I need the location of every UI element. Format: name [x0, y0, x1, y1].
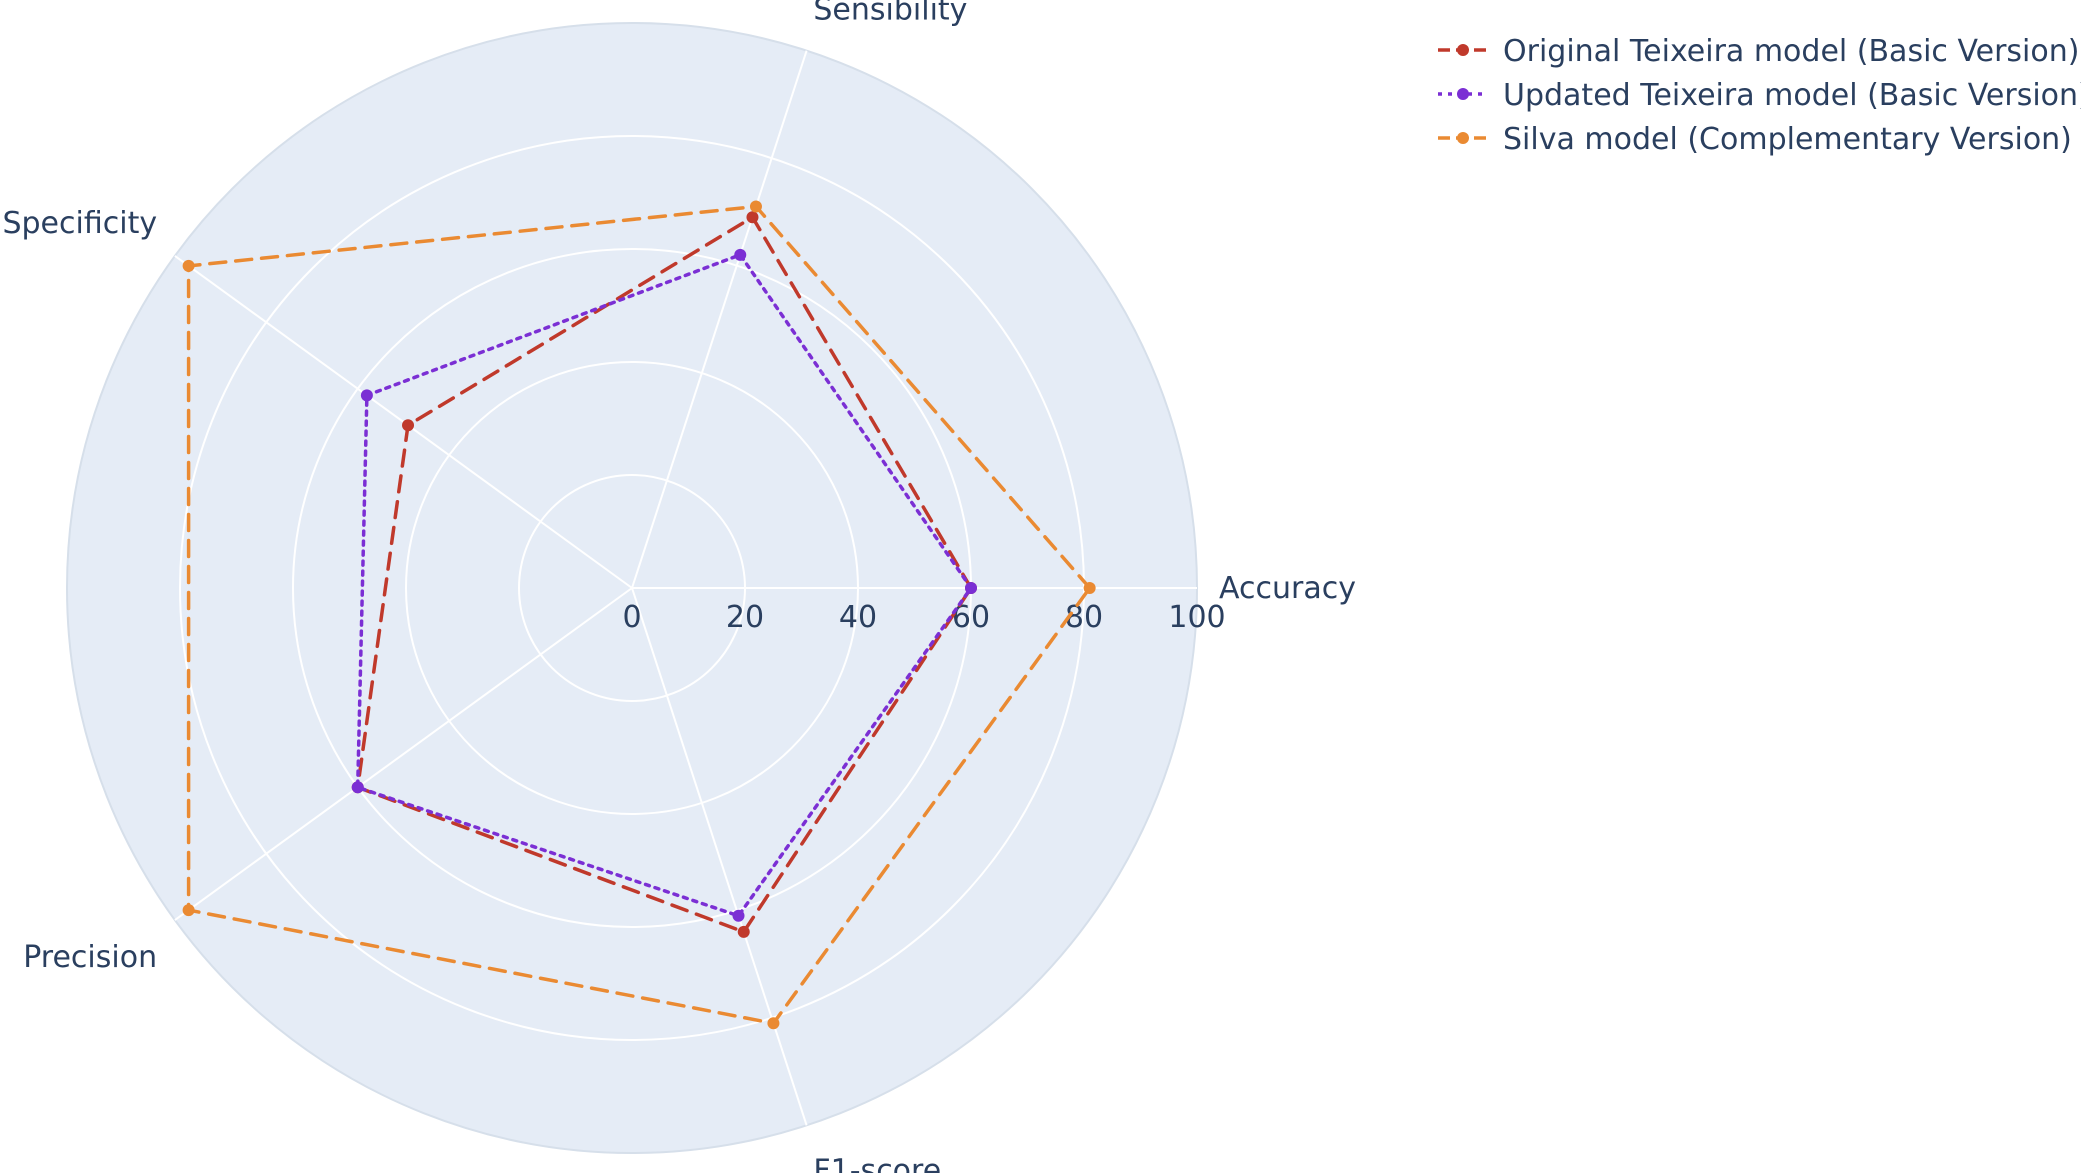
- series-line-0: [355, 214, 974, 935]
- radial-tick-label: 0: [622, 600, 641, 635]
- axis-label-f1-score: F1-score: [813, 1153, 941, 1173]
- legend-entry-label: Silva model (Complementary Version): [1503, 122, 2072, 157]
- axis-label-precision: Precision: [23, 940, 157, 975]
- axis-spoke: [631, 50, 808, 589]
- data-point: [732, 909, 745, 922]
- data-point: [351, 781, 364, 794]
- radial-tick-label: 20: [726, 600, 764, 635]
- data-point: [182, 904, 195, 917]
- axis-spoke: [631, 587, 808, 1126]
- legend-entry-label: Updated Teixeira model (Basic Version): [1503, 78, 2081, 113]
- legend-swatch-marker: [1457, 44, 1469, 56]
- data-point: [402, 419, 415, 432]
- data-point: [734, 248, 747, 261]
- data-point: [746, 211, 759, 224]
- legend-swatch-marker: [1457, 88, 1469, 100]
- data-point: [767, 1017, 780, 1030]
- radial-tick-label: 100: [1168, 600, 1225, 635]
- legend-entry-label: Original Teixeira model (Basic Version): [1503, 34, 2079, 69]
- axis-spoke: [174, 587, 633, 921]
- series-line-1: [355, 252, 974, 918]
- radial-tick-label: 80: [1065, 600, 1103, 635]
- radial-tick-label: 40: [839, 600, 877, 635]
- data-point: [965, 582, 977, 594]
- series-line-2: [186, 204, 1092, 1026]
- legend: Original Teixeira model (Basic Version) U…: [1438, 34, 2081, 157]
- data-point: [1083, 582, 1096, 594]
- legend-swatch-marker: [1457, 132, 1469, 144]
- data-point: [182, 259, 195, 272]
- axis-label-accuracy: Accuracy: [1219, 571, 1356, 606]
- data-point: [360, 389, 373, 402]
- axis-label-specificity: Specificity: [2, 206, 157, 241]
- axis-label-sensibility: Sensibility: [813, 0, 967, 28]
- data-point: [737, 925, 750, 938]
- data-point: [749, 200, 762, 213]
- radial-tick-label: 60: [952, 600, 990, 635]
